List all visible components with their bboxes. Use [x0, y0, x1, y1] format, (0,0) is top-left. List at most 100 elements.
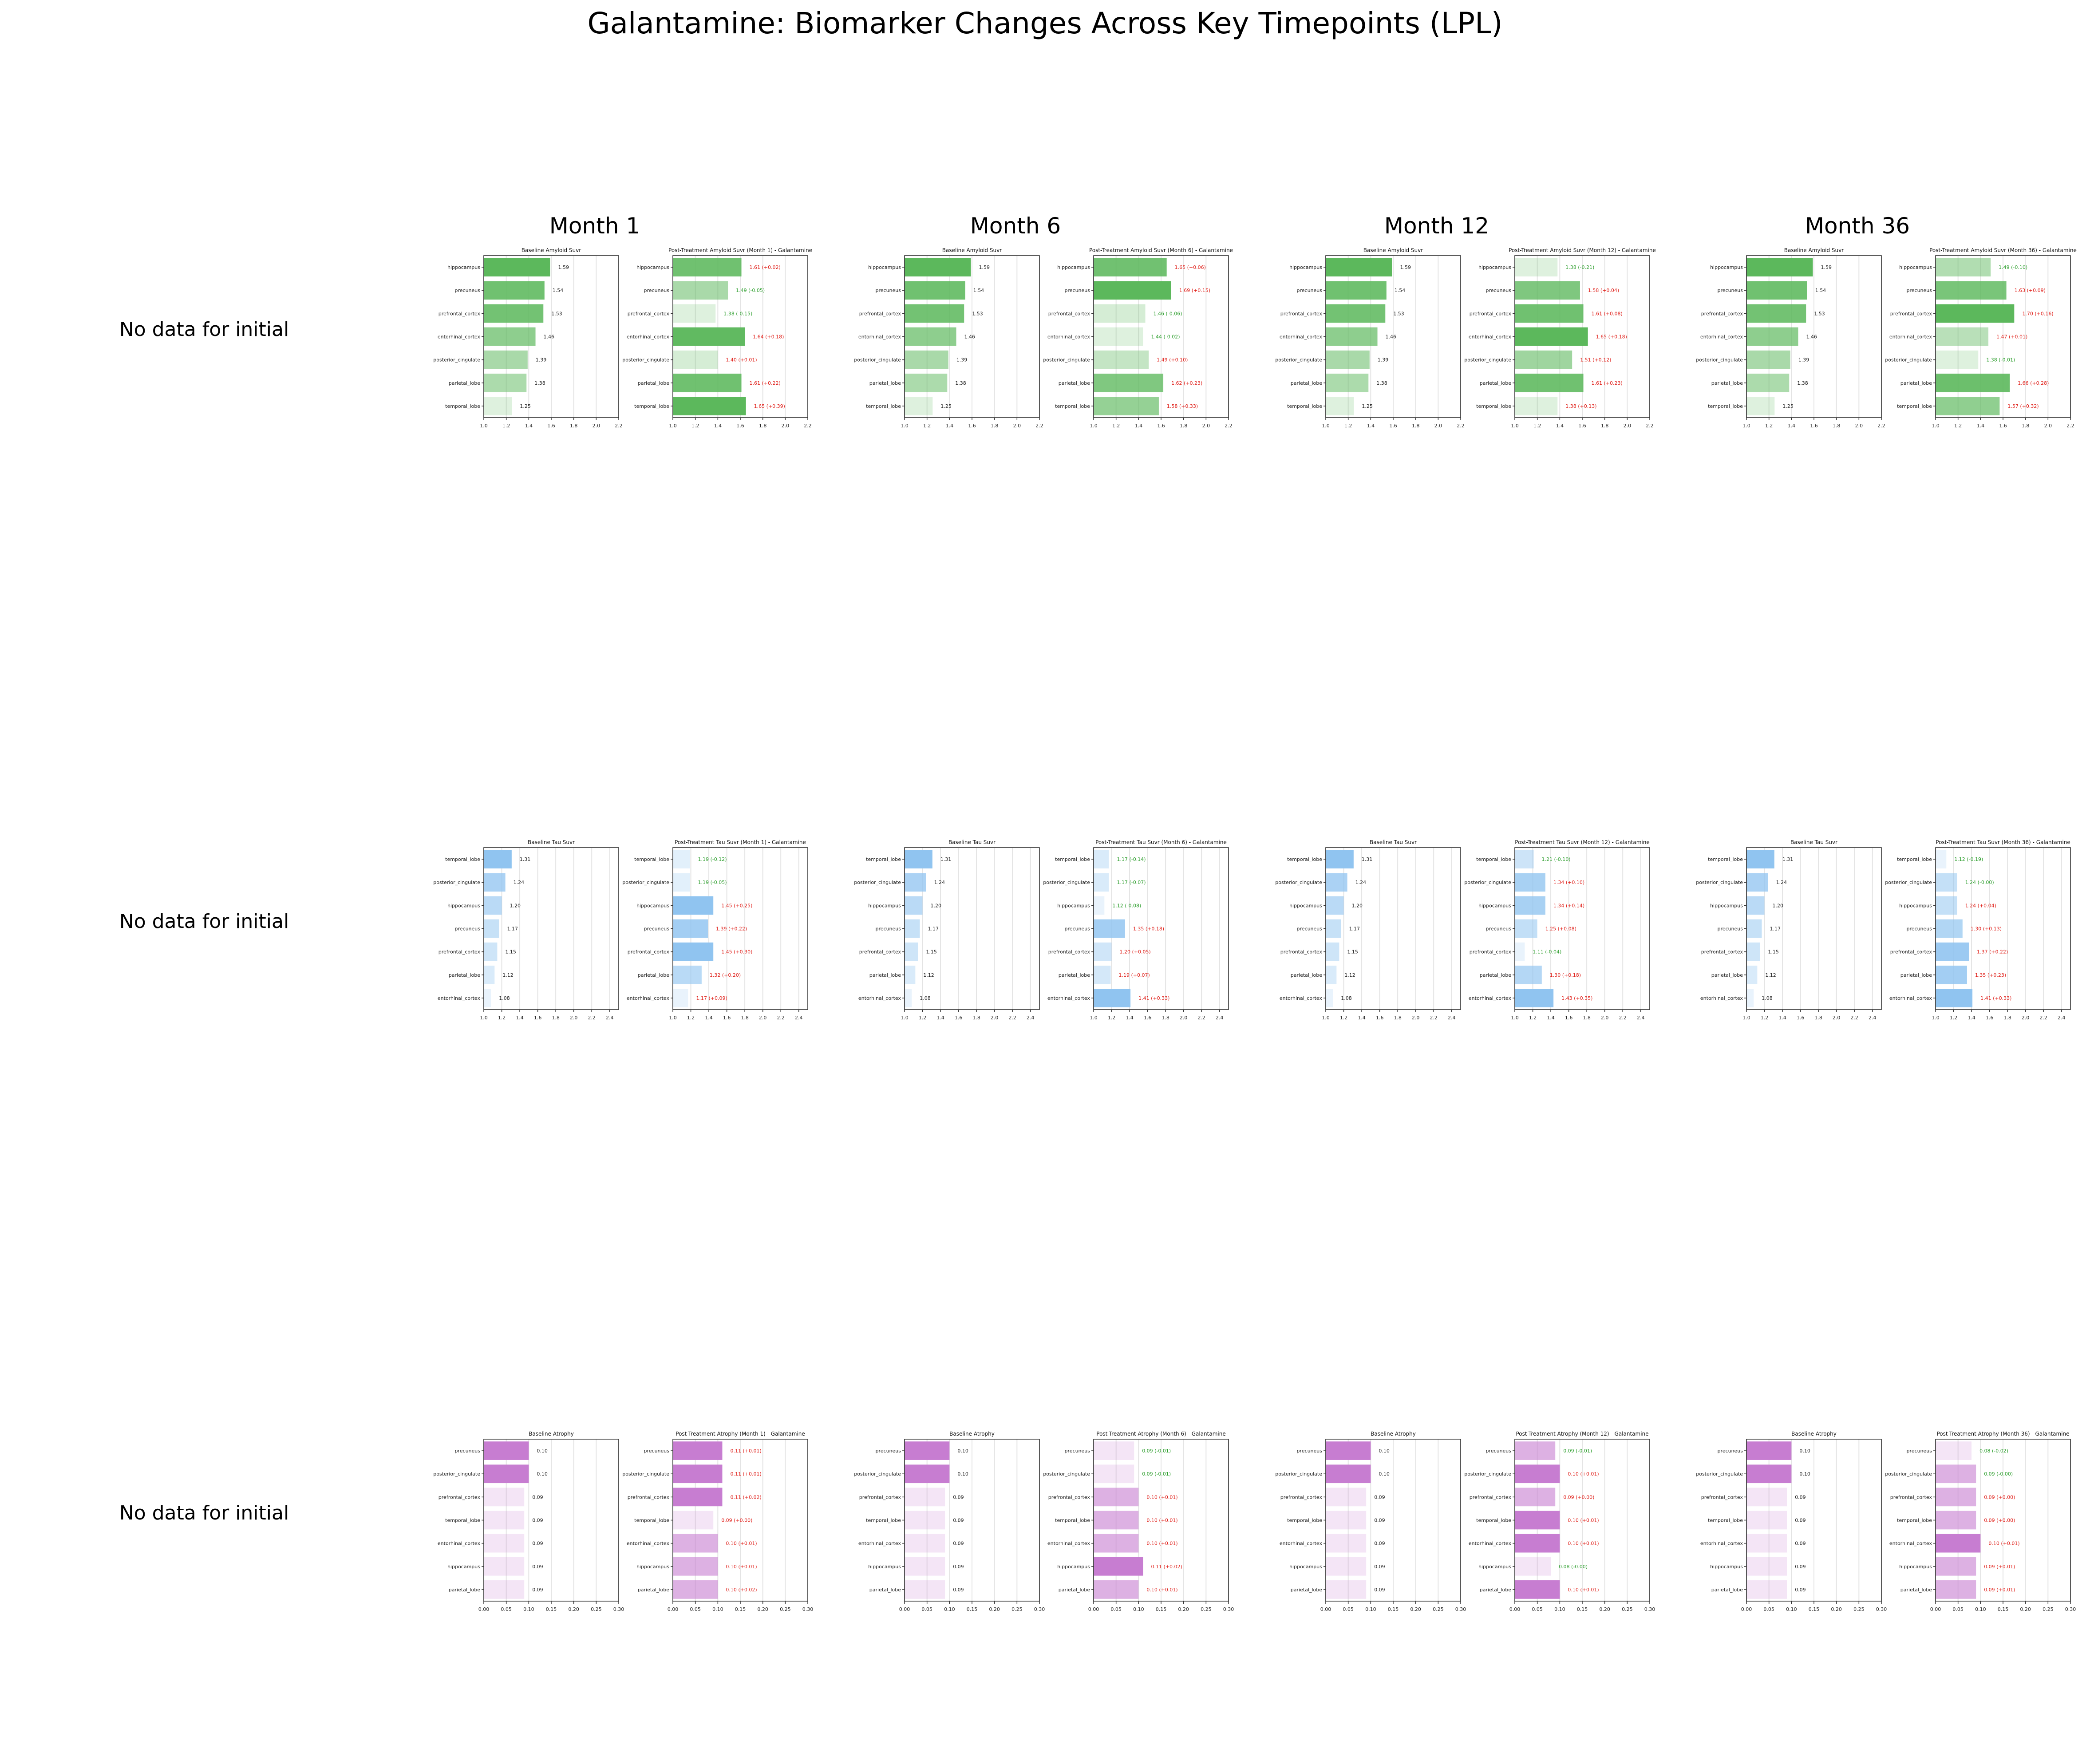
x-tick-label: 1.6	[1999, 423, 2007, 429]
bar	[1094, 258, 1167, 276]
figure-title: Galantamine: Biomarker Changes Across Ke…	[587, 6, 1503, 40]
value-label: 1.41 (+0.33)	[1138, 995, 1169, 1001]
bar	[905, 1557, 945, 1576]
x-tick-label: 1.6	[547, 423, 555, 429]
x-tick-label: 2.0	[1601, 1015, 1609, 1021]
chart-panel-18: 0.00 0.05 0.10 0.15 0.20 0.25 0.30 precuneus 0.1…	[622, 1431, 813, 1612]
value-label: 1.46	[964, 334, 976, 340]
subplot-title: Post-Treatment Tau Suvr (Month 12) - Gal…	[1515, 839, 1649, 845]
x-tick-label: 1.4	[516, 1015, 524, 1021]
category-label: posterior_cingulate	[1464, 1471, 1511, 1477]
x-tick-label: 2.0	[570, 1015, 578, 1021]
column-title-month-1: Month 1	[549, 213, 640, 239]
value-label: 0.10 (+0.01)	[1568, 1541, 1599, 1547]
category-label: posterior_cingulate	[433, 357, 480, 363]
x-tick-label: 2.0	[1833, 1015, 1841, 1021]
bar	[1746, 373, 1790, 392]
bar	[1936, 1464, 1976, 1484]
category-label: entorhinal_cortex	[1700, 334, 1743, 340]
bar	[1515, 304, 1584, 323]
category-label: parietal_lobe	[869, 972, 901, 978]
category-label: entorhinal_cortex	[1700, 995, 1743, 1001]
category-label: parietal_lobe	[1711, 972, 1743, 978]
category-label: entorhinal_cortex	[858, 995, 901, 1001]
x-tick-label: 0.20	[2020, 1606, 2031, 1612]
category-label: parietal_lobe	[1900, 972, 1932, 978]
plot-frame	[904, 1439, 1040, 1602]
chart-panel-10: 1.0 1.2 1.4 1.6 1.8 2.0 2.2 2.4 temporal_lobe 1.1…	[622, 839, 808, 1021]
bar	[673, 919, 708, 938]
category-label: temporal_lobe	[1055, 856, 1090, 862]
bar	[484, 373, 527, 392]
bar	[484, 1441, 529, 1460]
value-label: 1.12	[923, 972, 934, 978]
column-title-month-36: Month 36	[1805, 213, 1910, 239]
x-tick-label: 2.2	[1619, 1015, 1627, 1021]
value-label: 1.24	[934, 880, 945, 885]
bar	[1094, 1534, 1139, 1553]
bar	[905, 1441, 950, 1460]
x-tick-label: 2.2	[1430, 1015, 1438, 1021]
bar	[905, 1488, 945, 1507]
category-label: prefrontal_cortex	[628, 949, 670, 955]
category-label: precuneus	[644, 1448, 670, 1454]
category-label: hippocampus	[1289, 1564, 1322, 1570]
chart-panel-8: 1.0 1.2 1.4 1.6 1.8 2.0 2.2 hippocampus 1.49 (-0…	[1885, 247, 2077, 429]
value-label: 1.39	[536, 357, 547, 363]
x-tick-label: 1.8	[1601, 423, 1609, 429]
chart-panel-12: 1.0 1.2 1.4 1.6 1.8 2.0 2.2 2.4 temporal_lobe 1.1…	[1043, 839, 1229, 1021]
category-label: temporal_lobe	[1055, 1518, 1090, 1523]
chart-panel-5: 1.0 1.2 1.4 1.6 1.8 2.0 2.2 hippocampus 1.59 prec…	[1275, 247, 1465, 429]
value-label: 0.10 (+0.01)	[1146, 1494, 1177, 1500]
bar	[484, 850, 512, 868]
x-tick-label: 0.25	[1622, 1606, 1633, 1612]
plot-frame	[1514, 255, 1650, 418]
bar	[484, 965, 495, 984]
category-label: prefrontal_cortex	[1280, 949, 1323, 955]
value-label: 0.09	[1374, 1564, 1385, 1570]
x-tick-label: 0.05	[1532, 1606, 1543, 1612]
value-label: 1.15	[1347, 949, 1358, 955]
category-label: entorhinal_cortex	[1469, 995, 1512, 1001]
category-label: entorhinal_cortex	[1469, 1541, 1512, 1547]
category-label: hippocampus	[447, 903, 480, 908]
plot-frame	[1935, 1439, 2071, 1602]
value-label: 1.12	[1344, 972, 1355, 978]
plot-frame	[1325, 255, 1461, 418]
bar	[1746, 1441, 1792, 1460]
value-label: 0.09 (+0.00)	[1984, 1518, 2015, 1523]
category-label: hippocampus	[1289, 264, 1322, 270]
bar	[1515, 373, 1584, 392]
x-tick-label: 1.0	[480, 423, 488, 429]
bar	[673, 350, 718, 369]
category-label: posterior_cingulate	[1275, 1471, 1322, 1477]
value-label: 0.11 (+0.01)	[730, 1448, 761, 1454]
value-label: 1.61 (+0.02)	[750, 264, 781, 270]
value-label: 1.54	[973, 288, 984, 293]
x-tick-label: 0.05	[921, 1606, 932, 1612]
value-label: 0.10 (+0.01)	[1146, 1541, 1177, 1547]
value-label: 1.19 (+0.07)	[1119, 972, 1150, 978]
x-tick-label: 1.4	[1778, 1015, 1786, 1021]
value-label: 1.59	[558, 264, 569, 270]
x-tick-label: 0.05	[1110, 1606, 1122, 1612]
value-label: 0.10	[1379, 1471, 1390, 1477]
bar	[1094, 397, 1159, 415]
value-label: 1.38	[1797, 380, 1808, 386]
x-tick-label: 0.00	[1930, 1606, 1941, 1612]
plot-frame	[1093, 1439, 1229, 1602]
x-tick-label: 0.05	[1763, 1606, 1774, 1612]
category-label: temporal_lobe	[866, 856, 901, 862]
category-label: posterior_cingulate	[433, 1471, 480, 1477]
x-tick-label: 1.6	[1565, 1015, 1573, 1021]
subplot-title: Post-Treatment Tau Suvr (Month 6) - Gala…	[1095, 839, 1227, 845]
x-tick-label: 2.0	[1180, 1015, 1188, 1021]
value-label: 0.09	[1795, 1541, 1806, 1547]
category-label: entorhinal_cortex	[1889, 1541, 1932, 1547]
x-tick-label: 1.8	[1412, 423, 1420, 429]
value-label: 1.65 (+0.39)	[754, 403, 785, 409]
bar	[1326, 258, 1392, 276]
bar	[1936, 1511, 1976, 1530]
value-label: 1.17 (-0.14)	[1117, 856, 1146, 862]
